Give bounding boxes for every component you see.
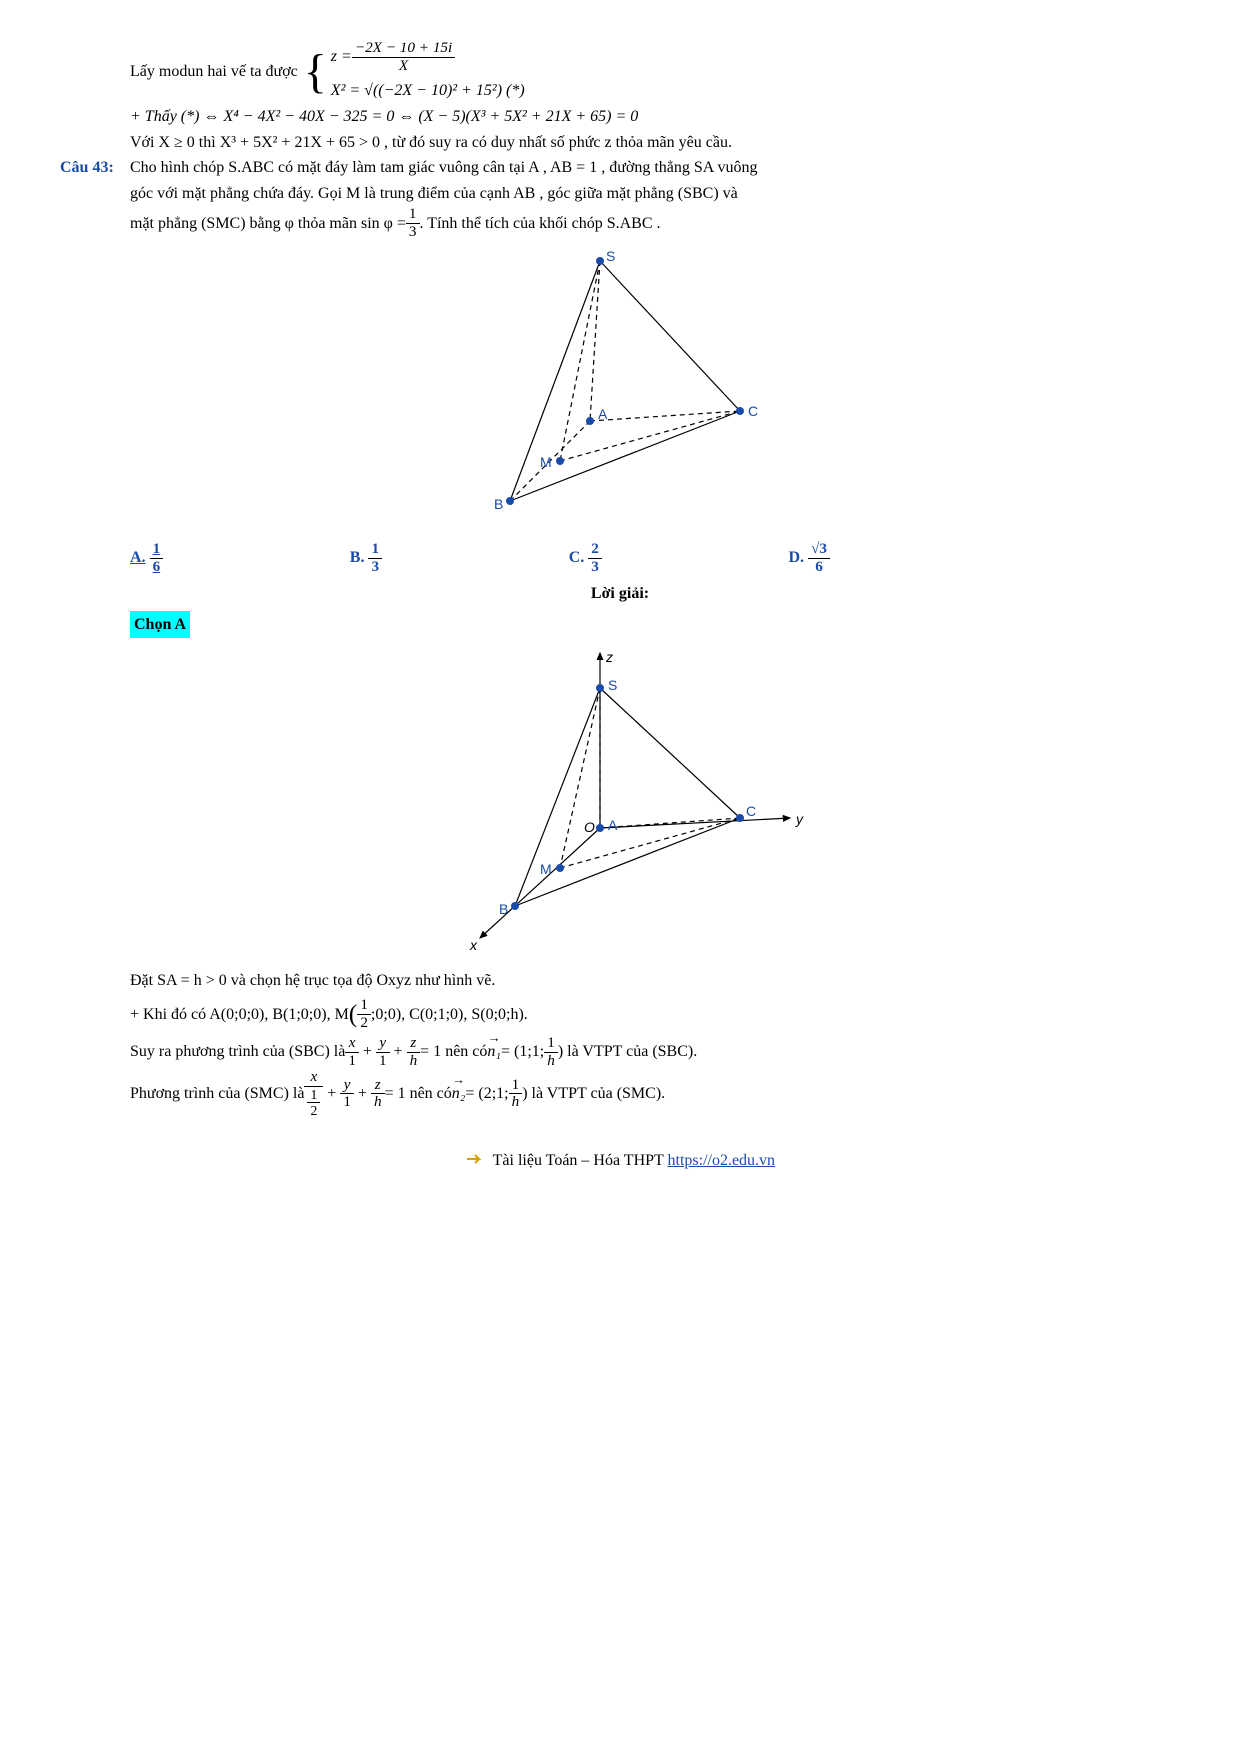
equation-system: { z = −2X − 10 + 15iX X² = √((−2X − 10)²… [304,40,525,104]
option-a[interactable]: A. 16 [130,541,163,575]
svg-text:M: M [540,454,552,470]
option-c[interactable]: C. 23 [569,541,602,575]
question-text-line-3: mặt phẳng (SMC) bằng φ thỏa mãn sin φ = … [130,206,1180,240]
pointing-hand-icon [465,1150,485,1176]
svg-text:A: A [598,406,608,422]
svg-text:S: S [608,677,617,693]
option-b[interactable]: B. 13 [350,541,382,575]
footer-link[interactable]: https://o2.edu.vn [668,1152,776,1169]
svg-text:B: B [494,496,503,512]
question-43: Câu 43: Cho hình chóp S.ABC có mặt đáy l… [60,155,1180,181]
page-footer: Tài liệu Toán – Hóa THPT https://o2.edu.… [60,1148,1180,1174]
svg-text:S: S [606,251,615,264]
svg-text:y: y [795,811,804,827]
svg-text:A: A [608,817,618,833]
question-label: Câu 43: [60,155,130,181]
svg-text:x: x [469,937,478,953]
question-text-line-2: góc với mặt phẳng chứa đáy. Gọi M là tru… [130,181,1180,207]
pyramid-diagram-1: S A C M B [430,251,810,531]
solution-line-1: Đặt SA = h > 0 và chọn hệ trục tọa độ Ox… [130,968,1180,994]
text: Lấy modun hai vế ta được [130,59,298,85]
question-text-line-1: Cho hình chóp S.ABC có mặt đáy làm tam g… [130,155,757,181]
svg-text:z: z [605,649,613,665]
footer-text: Tài liệu Toán – Hóa THPT [493,1152,668,1169]
solution-title: Lời giải: [60,581,1180,607]
solution-line-3: Suy ra phương trình của (SBC) là x1 + y1… [130,1035,1180,1069]
prev-solution-line-2: + Thấy (*) ⇔ X⁴ − 4X² − 40X − 325 = 0 ⇔ … [130,104,1180,130]
svg-text:C: C [746,803,756,819]
solution-line-4: Phương trình của (SMC) là x 12 + y1 + zh… [130,1069,1180,1118]
pyramid-diagram-2: S A C M B O z y x [420,648,820,958]
answer-options: A. 16 B. 13 C. 23 D. √36 [130,541,830,575]
prev-solution-line-3: Với X ≥ 0 thì X³ + 5X² + 21X + 65 > 0 , … [130,130,1180,156]
prev-solution-line-1: Lấy modun hai vế ta được { z = −2X − 10 … [130,40,1180,104]
svg-text:M: M [540,861,552,877]
svg-text:O: O [584,819,595,835]
svg-text:B: B [499,901,508,917]
solution-line-2: + Khi đó có A(0;0;0), B(1;0;0), M ( 12 ;… [130,994,1180,1035]
svg-text:C: C [748,403,758,419]
option-d[interactable]: D. √36 [789,541,831,575]
chosen-answer: Chọn A [130,611,190,639]
